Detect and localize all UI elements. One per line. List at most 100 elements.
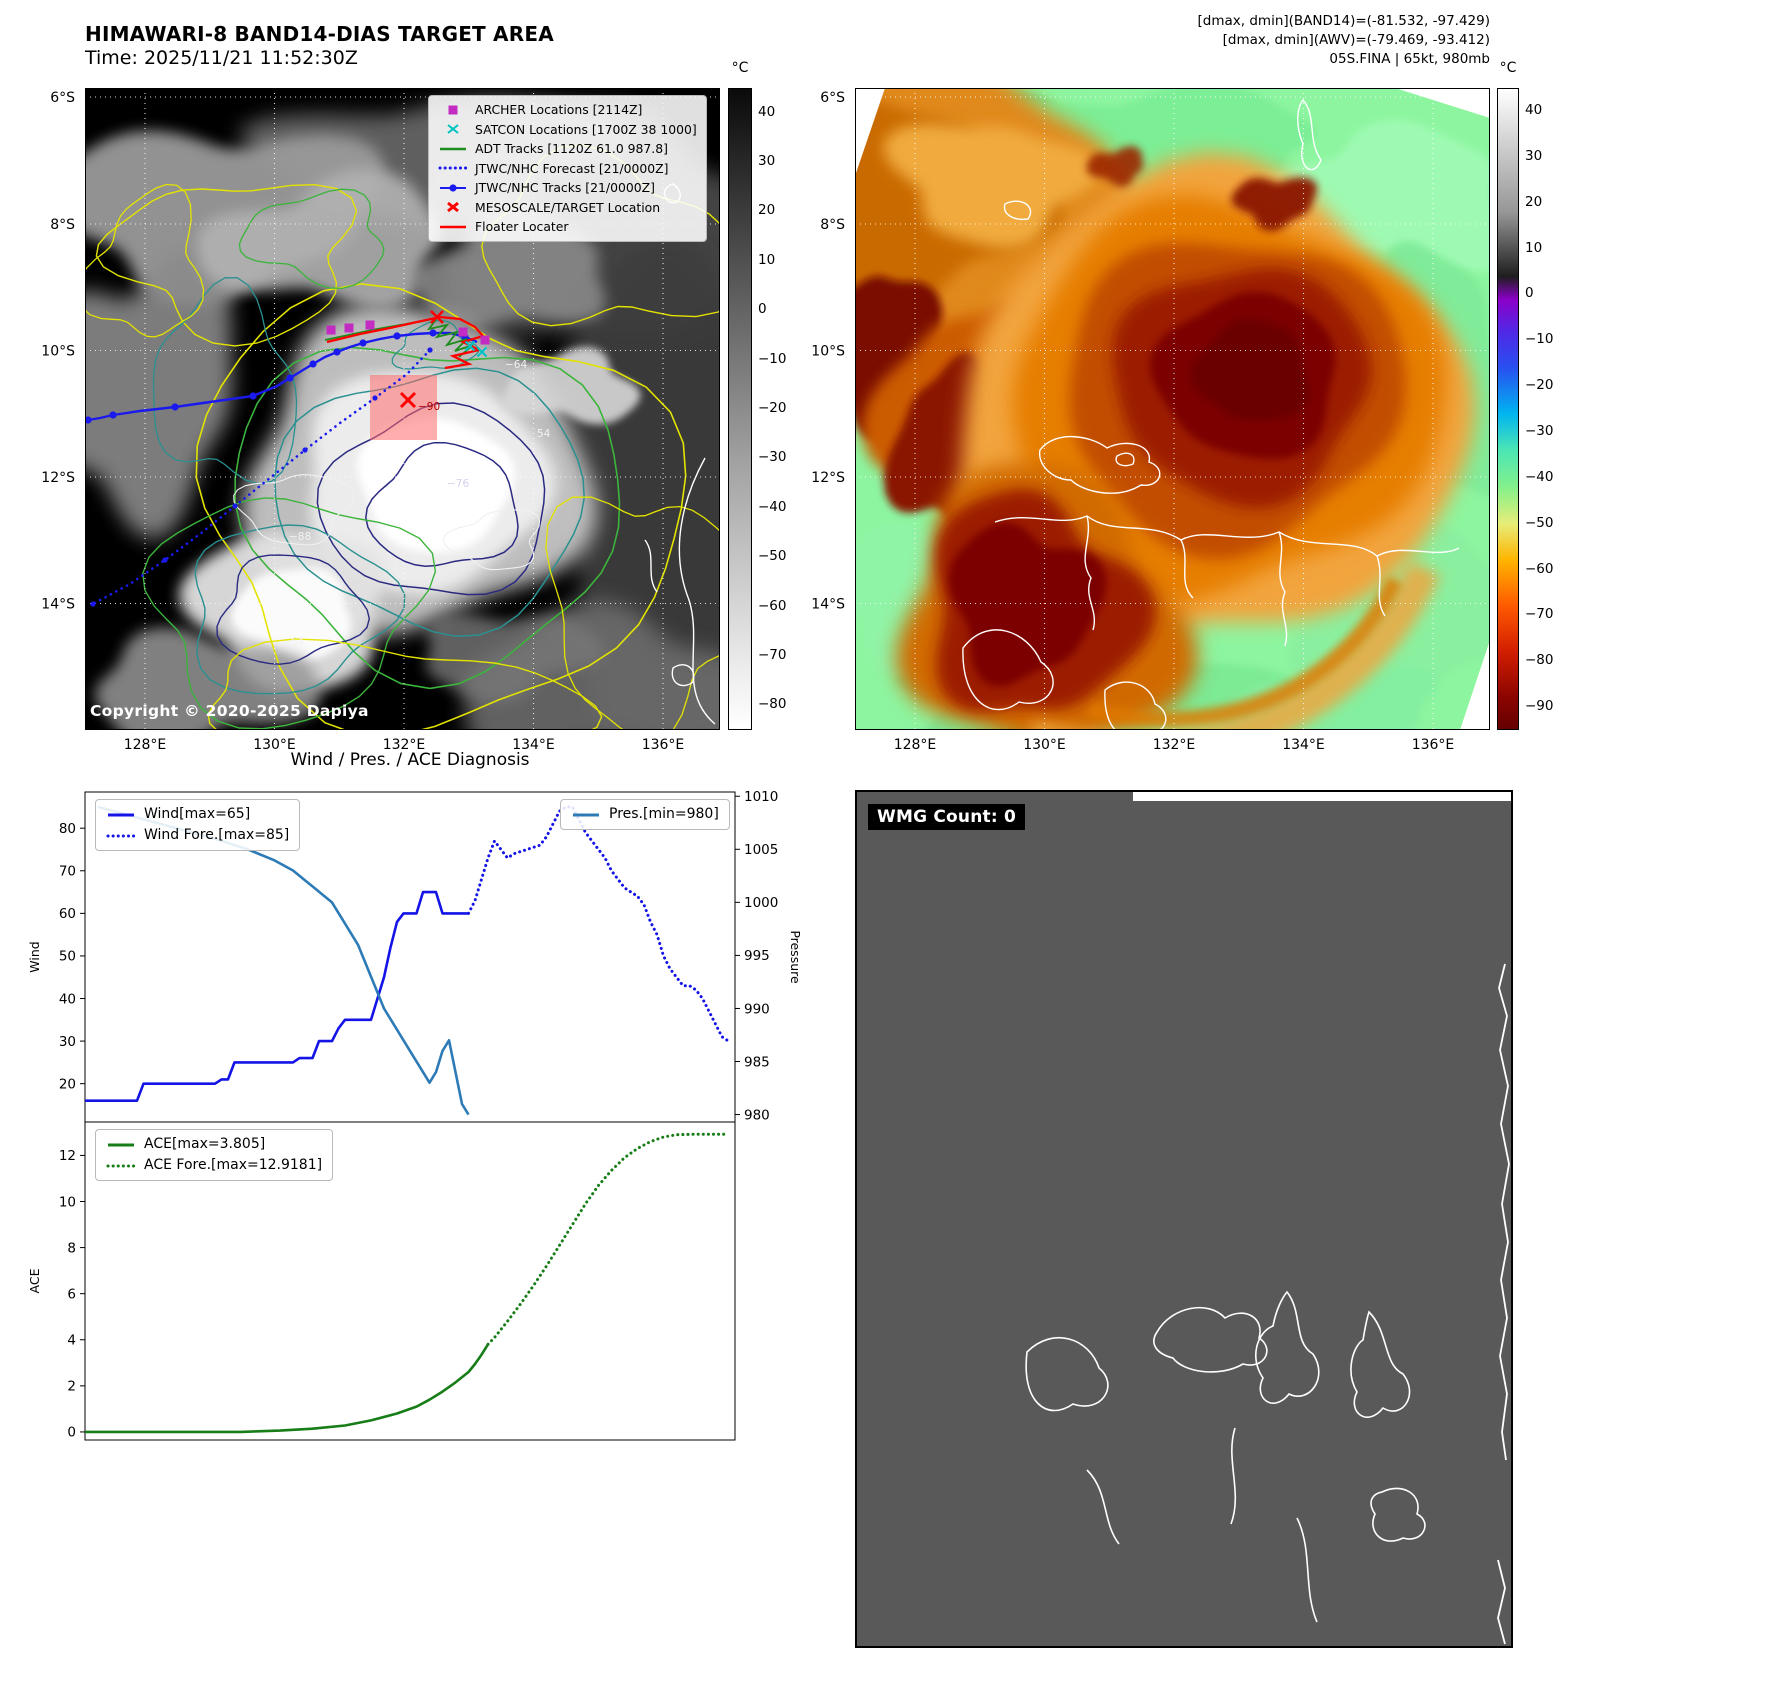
ace-tick-label: 12 — [59, 1148, 76, 1164]
legend-label: MESOSCALE/TARGET Location — [475, 199, 661, 215]
colorbar-tick-label: −70 — [1525, 606, 1554, 623]
scan-edge-wedge — [1395, 88, 1490, 118]
cloud-blob — [94, 627, 321, 730]
temperature-contour — [195, 283, 687, 730]
right-map-header: [dmax, dmin](BAND14)=(-81.532, -97.429) … — [1198, 12, 1490, 69]
jtwc-track-point — [359, 339, 367, 347]
series-Wind Fore.[max=85] — [467, 805, 730, 1043]
colorbar-tick-label: −50 — [758, 548, 787, 565]
colorbar-tick-label: 0 — [758, 301, 767, 318]
coastline — [962, 629, 1054, 711]
ace-tick-label: 10 — [59, 1194, 76, 1210]
colorbar-tick-label: 0 — [1525, 285, 1534, 302]
ir-cloud-blob — [1190, 318, 1310, 421]
lat-tick-label: 12°S — [811, 470, 845, 486]
lat-tick-label: 14°S — [41, 596, 75, 612]
legend-label: ARCHER Locations [2114Z] — [475, 102, 643, 117]
square-icon — [448, 105, 458, 115]
lon-tick-label: 134°E — [1282, 737, 1325, 753]
lat-tick-label: 8°S — [50, 217, 75, 233]
colorbar-tick-label: 10 — [1525, 239, 1543, 256]
pressure-tick-label: 1000 — [744, 895, 778, 911]
wmg-panel: WMG Count: 0 — [855, 790, 1513, 1648]
jtwc-track-point — [171, 403, 179, 411]
legend-item: ARCHER Locations [2114Z] — [438, 101, 697, 119]
coastline — [1297, 98, 1322, 171]
pressure-legend: Pres.[min=980] — [560, 799, 730, 830]
jtwc-forecast-point — [90, 601, 96, 607]
legend-label: JTWC/NHC Forecast [21/0000Z] — [475, 160, 669, 176]
lon-tick-label: 130°E — [1023, 737, 1066, 753]
lon-tick-label: 128°E — [894, 737, 937, 753]
adt-track-line — [324, 316, 474, 358]
coastline — [1115, 452, 1135, 467]
dotted-line-icon — [106, 834, 136, 837]
temperature-contour — [194, 524, 406, 695]
colorbar-tick-label: −30 — [1525, 422, 1554, 439]
coastline — [644, 539, 658, 593]
archer-location-marker — [344, 323, 354, 333]
temperature-contour — [152, 277, 298, 485]
temperature-contour — [442, 509, 541, 571]
pressure-tick-label: 980 — [744, 1107, 770, 1123]
archer-location-marker — [458, 327, 468, 337]
lat-tick-label: 8°S — [820, 217, 845, 233]
ir-cloud-blob — [1086, 146, 1144, 187]
pressure-tick-label: 1010 — [744, 789, 778, 805]
temperature-contour — [95, 183, 358, 347]
jtwc-forecast-point — [372, 395, 378, 401]
spiral-band — [1031, 561, 1441, 730]
legend-item: ACE Fore.[max=12.9181] — [106, 1156, 322, 1175]
coastline — [1376, 555, 1386, 617]
contour-value-label: −76 — [447, 478, 469, 490]
right-map-content — [855, 88, 1490, 730]
legend-item: Wind Fore.[max=85] — [106, 826, 289, 845]
dotted-line-icon — [438, 166, 468, 170]
lat-tick-label: 6°S — [50, 90, 75, 106]
legend-item: MESOSCALE/TARGET Location — [438, 199, 697, 217]
contour-value-label: −64 — [505, 359, 527, 371]
cloud-blob — [501, 347, 641, 425]
colorbar-tick-label: −10 — [1525, 331, 1554, 348]
jtwc-forecast-point — [302, 447, 308, 453]
map-frame — [85, 88, 720, 730]
colorbar-tick-label: −40 — [1525, 468, 1554, 485]
legend-sample — [447, 124, 459, 135]
series-ACE[max=3.805] — [85, 1343, 490, 1434]
colorbar-tick-label: −20 — [1525, 377, 1554, 394]
dotted-line-icon — [106, 1164, 136, 1167]
ir-cloud-blob — [948, 522, 1107, 687]
colorbar-tick-label: −30 — [758, 449, 787, 466]
lon-tick-label: 136°E — [1412, 737, 1455, 753]
coastline — [1350, 1310, 1411, 1418]
legend-label: Pres.[min=980] — [609, 806, 719, 822]
left-colorbar — [728, 88, 752, 730]
temperature-contour — [365, 441, 519, 567]
scan-edge-wedge — [855, 88, 885, 176]
colorbar-tick-label: −40 — [758, 498, 787, 515]
ace-tick-label: 8 — [67, 1240, 76, 1256]
colorbar-tick-label: 20 — [758, 202, 776, 219]
archer-location-marker — [365, 320, 375, 330]
ace-legend: ACE[max=3.805] ACE Fore.[max=12.9181] — [95, 1129, 334, 1181]
series-ACE Fore.[max=12.9181] — [486, 1132, 730, 1346]
legend-item: ACE[max=3.805] — [106, 1135, 322, 1154]
legend-item: JTWC/NHC Forecast [21/0000Z] — [438, 160, 697, 178]
wind-axis-label: Wind — [27, 941, 42, 972]
copyright-label: Copyright © 2020-2025 Dapiya — [90, 702, 369, 720]
lat-tick-label: 12°S — [41, 470, 75, 486]
colorbar-tick-label: −20 — [758, 400, 787, 416]
wind-tick-label: 40 — [59, 991, 76, 1007]
colorbar-tick-label: 10 — [758, 251, 776, 268]
contour-value-label: −88 — [289, 531, 311, 543]
pressure-tick-label: 985 — [744, 1054, 770, 1070]
satcon-location-marker — [464, 340, 476, 352]
colorbar-tick-label: −10 — [758, 350, 787, 367]
wind-tick-label: 70 — [59, 864, 76, 880]
left-map-title: HIMAWARI-8 BAND14-DIAS TARGET AREA — [85, 22, 554, 46]
wind-tick-label: 80 — [59, 821, 76, 837]
legend-item: Floater Locater — [438, 218, 697, 236]
jtwc-track-point — [309, 360, 317, 368]
x-bold-icon — [447, 202, 459, 213]
